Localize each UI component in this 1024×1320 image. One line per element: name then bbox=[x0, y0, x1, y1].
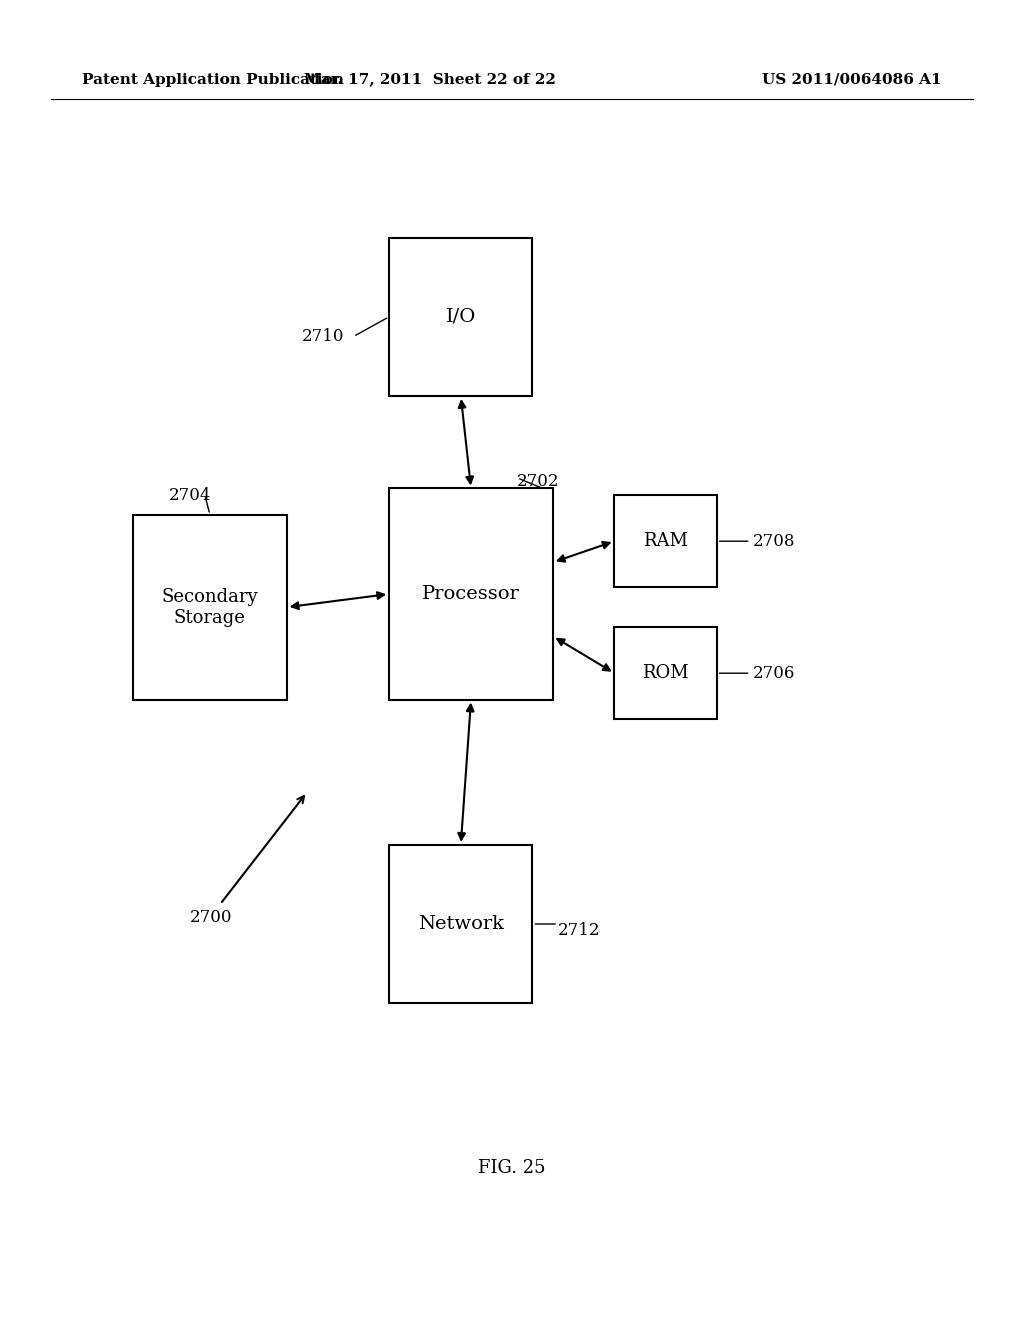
FancyBboxPatch shape bbox=[389, 238, 532, 396]
FancyBboxPatch shape bbox=[614, 627, 717, 719]
Text: 2710: 2710 bbox=[302, 329, 345, 345]
FancyBboxPatch shape bbox=[389, 488, 553, 700]
FancyBboxPatch shape bbox=[389, 845, 532, 1003]
Text: Network: Network bbox=[418, 915, 504, 933]
Text: US 2011/0064086 A1: US 2011/0064086 A1 bbox=[763, 73, 942, 87]
Text: 2712: 2712 bbox=[558, 923, 601, 939]
Text: 2704: 2704 bbox=[169, 487, 212, 503]
Text: 2702: 2702 bbox=[517, 474, 560, 490]
Text: 2700: 2700 bbox=[189, 909, 232, 925]
FancyBboxPatch shape bbox=[133, 515, 287, 700]
Text: 2708: 2708 bbox=[753, 533, 796, 549]
Text: ROM: ROM bbox=[642, 664, 689, 682]
Text: FIG. 25: FIG. 25 bbox=[478, 1159, 546, 1177]
Text: Patent Application Publication: Patent Application Publication bbox=[82, 73, 344, 87]
Text: I/O: I/O bbox=[445, 308, 476, 326]
Text: 2706: 2706 bbox=[753, 665, 795, 681]
FancyBboxPatch shape bbox=[614, 495, 717, 587]
Text: Processor: Processor bbox=[422, 585, 520, 603]
Text: Mar. 17, 2011  Sheet 22 of 22: Mar. 17, 2011 Sheet 22 of 22 bbox=[304, 73, 556, 87]
Text: RAM: RAM bbox=[643, 532, 688, 550]
Text: Secondary
Storage: Secondary Storage bbox=[162, 587, 258, 627]
